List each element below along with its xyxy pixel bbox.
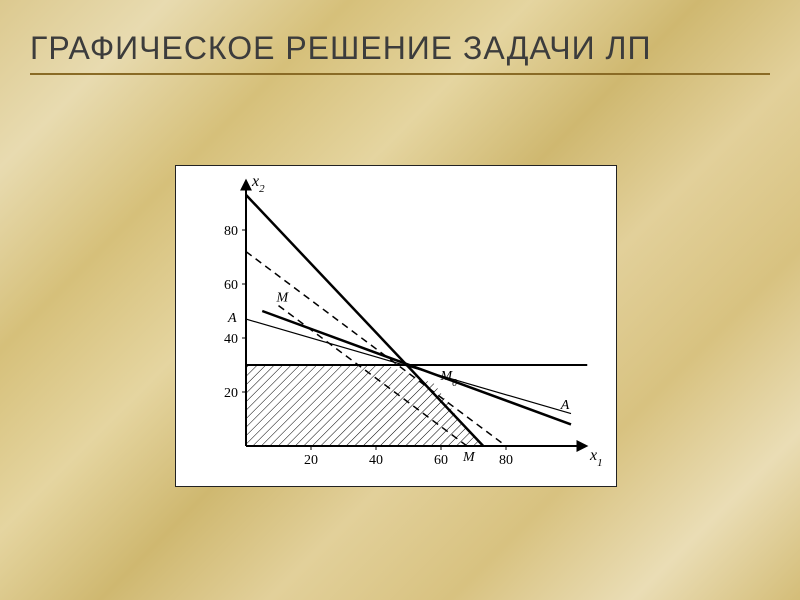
x-axis-label: x1: [589, 447, 603, 469]
point-label: A: [560, 398, 570, 413]
page-title: ГРАФИЧЕСКОЕ РЕШЕНИЕ ЗАДАЧИ ЛП: [30, 30, 770, 67]
point-label: M: [462, 450, 476, 465]
x-tick: 60: [434, 453, 448, 468]
point-label: A: [227, 311, 237, 326]
title-bar: ГРАФИЧЕСКОЕ РЕШЕНИЕ ЗАДАЧИ ЛП: [30, 30, 770, 75]
y-tick: 20: [224, 386, 238, 401]
x-tick: 20: [304, 453, 318, 468]
y-axis-label: x2: [251, 173, 265, 195]
y-tick: 80: [224, 224, 238, 239]
x-tick: 40: [369, 453, 383, 468]
y-tick: 60: [224, 278, 238, 293]
y-tick: 40: [224, 332, 238, 347]
chart-panel: 20 40 60 80 20 40 60 80 x2 x1 M A M0 M A: [175, 165, 617, 487]
x-tick: 80: [499, 453, 513, 468]
slide: ГРАФИЧЕСКОЕ РЕШЕНИЕ ЗАДАЧИ ЛП 2040608020…: [0, 0, 800, 600]
lp-chart: 20 40 60 80 20 40 60 80 x2 x1 M A M0 M A: [176, 166, 616, 486]
point-label: M: [276, 291, 290, 306]
point-label: M0: [440, 369, 458, 389]
